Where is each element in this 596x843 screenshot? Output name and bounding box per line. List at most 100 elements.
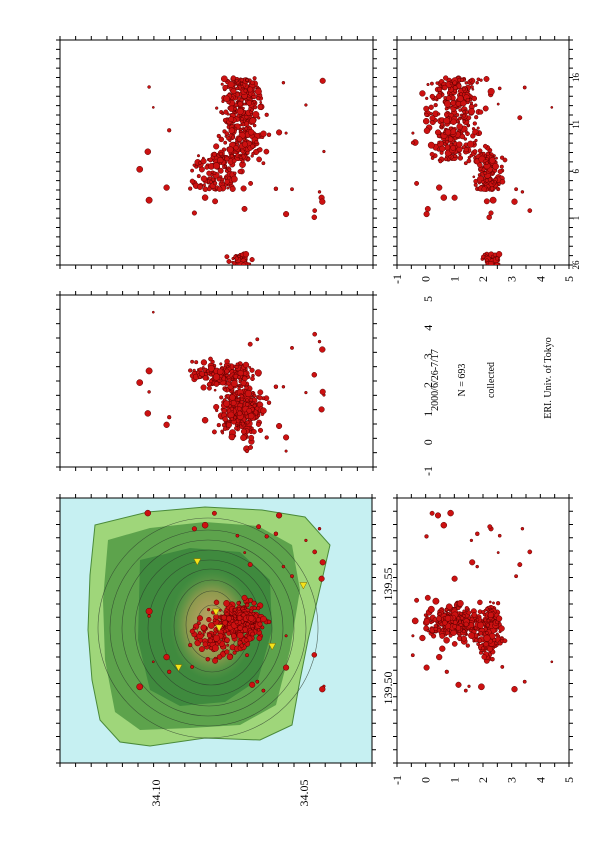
time-lat-event	[232, 132, 236, 135]
lon-depth-event	[520, 526, 525, 531]
time-lat-event	[227, 81, 235, 89]
time-depth-depth-tick: -1	[390, 274, 404, 284]
time-lat-event	[197, 184, 203, 190]
lon-depth-event	[427, 605, 435, 613]
lon-depth-event	[440, 628, 445, 632]
depth-lat-event	[163, 421, 170, 428]
time-lat-event	[247, 128, 255, 136]
lon-depth-event	[477, 621, 484, 629]
time-depth-event	[433, 102, 438, 108]
time-depth-event	[443, 96, 448, 100]
time-lat-event	[216, 186, 223, 192]
lon-depth-event	[495, 643, 499, 647]
time-depth-event	[450, 145, 456, 151]
time-depth-event	[423, 105, 430, 112]
map-event	[167, 669, 172, 674]
depth-lat-depth-tick: 3	[421, 353, 435, 359]
time-depth-event	[550, 106, 554, 109]
map-event	[144, 509, 152, 517]
time-lat-event	[219, 151, 224, 156]
depth-lat-event	[319, 346, 326, 353]
time-depth-event	[477, 162, 483, 168]
time-depth-event	[522, 85, 527, 90]
depth-lat-event	[192, 368, 196, 373]
time-lat-event	[223, 95, 230, 103]
map-event	[264, 534, 269, 539]
time-depth-event	[475, 132, 480, 136]
lon-depth-event	[436, 653, 443, 661]
depth-lat-depth-tick: -1	[421, 466, 435, 476]
map-event	[222, 620, 228, 626]
depth-lat-event	[319, 388, 326, 395]
time-depth-event	[487, 177, 492, 182]
lon-depth-event	[442, 620, 448, 626]
depth-lat-event	[250, 402, 254, 406]
map-event	[256, 606, 261, 611]
lon-depth-event	[471, 612, 478, 618]
depth-lat-event	[221, 422, 227, 428]
time-lat-event	[230, 75, 237, 81]
depth-lat-event	[244, 389, 252, 398]
time-depth-event	[485, 161, 489, 165]
map-event	[192, 626, 196, 631]
map-event	[212, 634, 221, 642]
time-lat-event	[191, 210, 197, 216]
depth-lat-event	[240, 428, 247, 435]
lon-depth-event	[514, 574, 519, 579]
lon-depth-event	[439, 645, 446, 652]
map-event	[202, 641, 209, 648]
time-depth-event	[511, 198, 518, 205]
lon-depth-event	[550, 660, 554, 664]
time-lat-event	[145, 196, 153, 204]
lon-depth-event	[448, 633, 453, 638]
lon-depth-event	[426, 629, 430, 633]
time-lat-event	[220, 82, 224, 86]
time-depth-event	[437, 86, 443, 92]
depth-lat-event	[227, 411, 235, 419]
depth-lat-event	[247, 412, 255, 420]
time-depth-event	[483, 198, 490, 205]
time-lat-event	[256, 156, 262, 163]
time-depth-event	[447, 136, 454, 142]
map-event	[212, 657, 219, 664]
depth-lat-event	[206, 371, 211, 376]
time-depth-event	[429, 112, 433, 116]
time-lat-event	[228, 116, 235, 123]
depth-lat-event	[246, 407, 253, 414]
depth-lat-event	[257, 413, 261, 418]
time-lat-event	[242, 119, 246, 123]
depth-lat-depth-labels: -1 0 1 2 3 4 5	[421, 296, 435, 476]
lon-depth-event	[495, 601, 501, 606]
time-lat-event	[304, 103, 308, 107]
lon-depth-event	[411, 634, 415, 638]
lon-depth-tick-marks	[393, 494, 573, 767]
time-depth-event	[489, 157, 496, 164]
time-lat-event	[245, 78, 249, 82]
depth-lat-event	[201, 416, 209, 424]
lon-depth-event	[443, 637, 450, 644]
time-depth-event	[481, 151, 486, 156]
lon-depth-event	[475, 564, 479, 569]
lon-depth-event	[485, 631, 489, 635]
lon-depth-event	[498, 625, 505, 632]
time-lat-event	[224, 156, 230, 162]
depth-lat-event	[223, 387, 228, 392]
lon-depth-event	[434, 512, 442, 519]
lon-depth-event	[464, 606, 469, 611]
time-depth-event	[479, 78, 483, 82]
lon-depth-event	[480, 646, 485, 651]
time-depth-event	[499, 179, 506, 185]
time-lat-event	[252, 123, 257, 128]
map-event	[226, 615, 232, 622]
depth-lat-event	[247, 341, 253, 347]
lon-depth-event	[414, 597, 420, 603]
time-depth-event	[457, 95, 464, 103]
depth-lat-event	[212, 373, 221, 381]
time-depth-event	[424, 112, 429, 117]
depth-lat-event	[255, 337, 260, 342]
time-lat-event	[223, 140, 228, 145]
time-lat-event	[319, 77, 326, 84]
lon-tick-139-50: 139.50	[381, 672, 395, 705]
lon-depth-event	[444, 669, 449, 674]
map-event	[226, 653, 234, 661]
